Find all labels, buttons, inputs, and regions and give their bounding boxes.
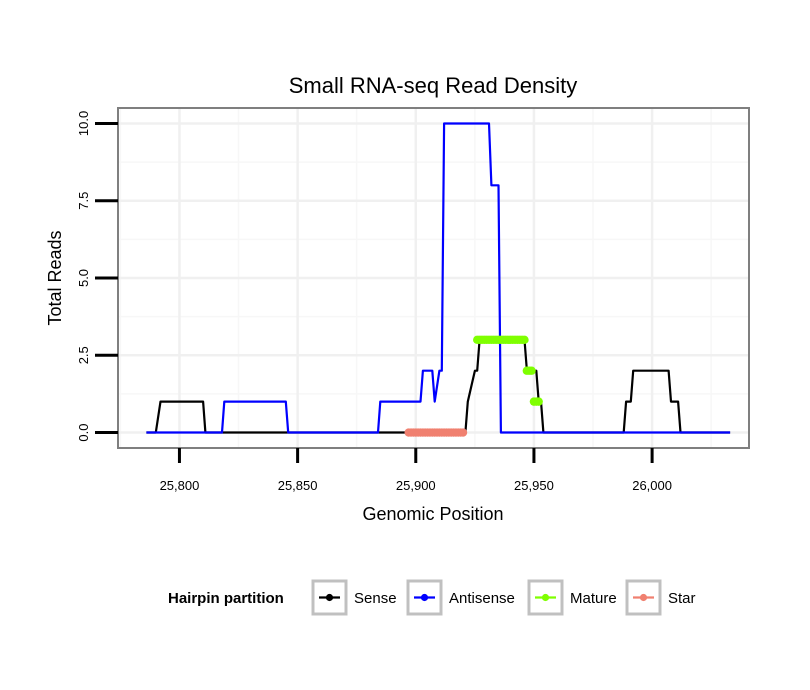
x-tick-label: 26,000 <box>632 478 672 493</box>
y-tick-label: 2.5 <box>76 346 91 364</box>
legend-key-star <box>625 579 662 616</box>
x-tick-label: 25,850 <box>278 478 318 493</box>
y-tick-label: 0.0 <box>76 424 91 442</box>
legend-label-sense: Sense <box>354 590 397 607</box>
y-tick-label: 5.0 <box>76 269 91 287</box>
legend-label-star: Star <box>668 590 696 607</box>
legend-key-dot-star <box>639 593 648 602</box>
data-point-mature <box>520 335 529 345</box>
legend-label-antisense: Antisense <box>449 590 515 607</box>
x-tick-label: 25,900 <box>396 478 436 493</box>
data-point-mature <box>534 397 543 406</box>
y-axis-label: Total Reads <box>45 230 65 325</box>
series-line-antisense <box>146 122 731 434</box>
legend-title: Hairpin partition <box>168 590 284 607</box>
chart-title: Small RNA-seq Read Density <box>289 73 578 98</box>
legend-key-dot-antisense <box>420 593 429 602</box>
x-axis-ticks: 25,800 25,850 25,900 25,950 26,000 <box>160 448 672 493</box>
legend-label-mature: Mature <box>570 590 617 607</box>
data-point-mature <box>527 366 536 375</box>
y-tick-label: 7.5 <box>76 192 91 210</box>
x-tick-label: 25,950 <box>514 478 554 493</box>
data-point-star <box>458 428 468 437</box>
series-layer <box>146 122 731 437</box>
legend-key-dot-mature <box>541 593 550 602</box>
x-tick-label: 25,800 <box>160 478 200 493</box>
x-axis-label: Genomic Position <box>362 504 503 524</box>
y-axis-ticks: 0.0 2.5 5.0 7.5 10.0 <box>76 111 118 442</box>
legend-key-dot-sense <box>325 593 334 602</box>
legend: Hairpin partition Sense Antisense Mature St… <box>168 579 696 616</box>
y-tick-label: 10.0 <box>76 111 91 136</box>
